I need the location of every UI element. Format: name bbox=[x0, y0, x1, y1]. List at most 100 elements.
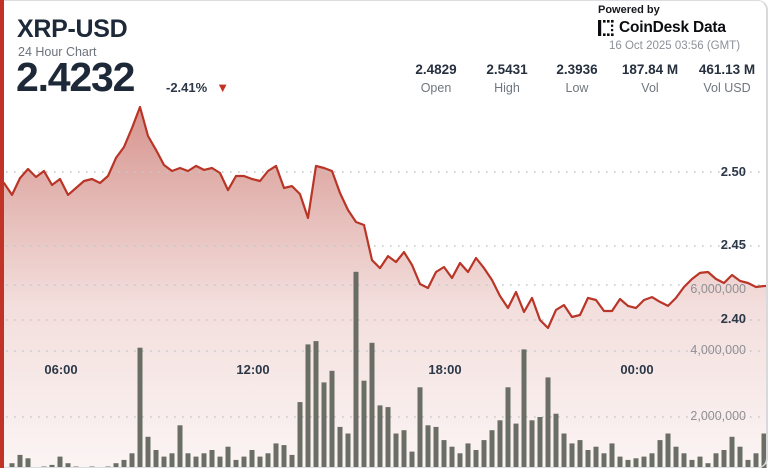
volume-bar[interactable] bbox=[689, 459, 695, 468]
volume-bar[interactable] bbox=[345, 433, 351, 468]
volume-bar[interactable] bbox=[425, 425, 431, 468]
volume-bar[interactable] bbox=[553, 413, 559, 468]
volume-bar[interactable] bbox=[169, 453, 175, 468]
volume-bar[interactable] bbox=[113, 463, 119, 468]
instrument-symbol: XRP-USD bbox=[17, 15, 128, 43]
volume-bar[interactable] bbox=[217, 456, 223, 468]
volume-bar[interactable] bbox=[385, 407, 391, 468]
volume-bar[interactable] bbox=[737, 446, 743, 468]
volume-bar[interactable] bbox=[121, 459, 127, 468]
volume-bar[interactable] bbox=[337, 426, 343, 468]
volume-bar[interactable] bbox=[193, 456, 199, 468]
volume-bar[interactable] bbox=[489, 430, 495, 468]
volume-bar[interactable] bbox=[641, 456, 647, 468]
volume-bar[interactable] bbox=[513, 423, 519, 468]
volume-bar[interactable] bbox=[417, 387, 423, 468]
volume-bar[interactable] bbox=[49, 464, 55, 468]
volume-bar[interactable] bbox=[745, 459, 751, 468]
volume-bar[interactable] bbox=[577, 440, 583, 468]
volume-bar[interactable] bbox=[729, 436, 735, 468]
volume-bar[interactable] bbox=[593, 446, 599, 468]
volume-bar[interactable] bbox=[449, 446, 455, 468]
brand-name: CoinDesk Data bbox=[619, 19, 726, 36]
time-tick-1800: 18:00 bbox=[428, 362, 462, 377]
volume-bar[interactable] bbox=[625, 459, 631, 468]
volume-bar[interactable] bbox=[329, 370, 335, 468]
volume-bar[interactable] bbox=[9, 463, 15, 468]
volume-bar[interactable] bbox=[545, 377, 551, 468]
coindesk-data-logo[interactable]: CoinDesk Data bbox=[598, 19, 740, 37]
volume-bar[interactable] bbox=[649, 453, 655, 468]
volume-bar[interactable] bbox=[377, 405, 383, 468]
volume-bar[interactable] bbox=[225, 446, 231, 468]
volume-bar[interactable] bbox=[601, 453, 607, 468]
volume-bar[interactable] bbox=[585, 450, 591, 468]
volume-bar[interactable] bbox=[257, 456, 263, 468]
volume-bar[interactable] bbox=[401, 430, 407, 468]
volume-bar[interactable] bbox=[241, 456, 247, 468]
volume-bar[interactable] bbox=[57, 456, 63, 468]
volume-bar[interactable] bbox=[305, 344, 311, 468]
volume-bar[interactable] bbox=[177, 425, 183, 468]
volume-bar[interactable] bbox=[153, 450, 159, 468]
stat-open: 2.4829 Open bbox=[415, 62, 456, 95]
attribution-block: Powered by CoinDesk Data 16 Oct 2025 03:… bbox=[598, 4, 740, 52]
volume-bar[interactable] bbox=[569, 443, 575, 468]
volume-bar[interactable] bbox=[145, 436, 151, 468]
volume-bar[interactable] bbox=[665, 433, 671, 468]
volume-bar[interactable] bbox=[505, 387, 511, 468]
volume-bar[interactable] bbox=[441, 440, 447, 468]
volume-bar[interactable] bbox=[561, 433, 567, 468]
price-tick-2-40: 2.40 bbox=[720, 311, 746, 326]
volume-bar[interactable] bbox=[409, 451, 415, 468]
volume-bar[interactable] bbox=[249, 450, 255, 468]
volume-bar[interactable] bbox=[201, 453, 207, 468]
volume-bar[interactable] bbox=[233, 459, 239, 468]
volume-bar[interactable] bbox=[465, 443, 471, 468]
volume-bar[interactable] bbox=[25, 458, 31, 468]
volume-bar[interactable] bbox=[265, 453, 271, 468]
stat-low: 2.3936 Low bbox=[556, 62, 597, 95]
volume-bar[interactable] bbox=[673, 446, 679, 468]
volume-bar[interactable] bbox=[497, 420, 503, 468]
stat-low-label: Low bbox=[565, 81, 589, 95]
volume-bar[interactable] bbox=[433, 426, 439, 468]
volume-bar[interactable] bbox=[609, 443, 615, 468]
volume-bar[interactable] bbox=[273, 443, 279, 468]
volume-bar[interactable] bbox=[353, 271, 359, 468]
volume-bar[interactable] bbox=[17, 454, 23, 468]
volume-tick-6m: 6,000,000 bbox=[690, 282, 746, 296]
volume-bar[interactable] bbox=[633, 458, 639, 468]
volume-bar[interactable] bbox=[457, 453, 463, 468]
volume-bar[interactable] bbox=[281, 445, 287, 468]
volume-bar[interactable] bbox=[705, 463, 711, 468]
volume-bar[interactable] bbox=[369, 342, 375, 468]
volume-bar[interactable] bbox=[529, 420, 535, 468]
volume-bar[interactable] bbox=[129, 453, 135, 468]
volume-bar[interactable] bbox=[161, 456, 167, 468]
volume-bar[interactable] bbox=[713, 453, 719, 468]
volume-bar[interactable] bbox=[473, 450, 479, 468]
volume-bar[interactable] bbox=[521, 349, 527, 468]
volume-bar[interactable] bbox=[393, 433, 399, 468]
volume-bar[interactable] bbox=[761, 433, 767, 468]
volume-bar[interactable] bbox=[537, 417, 543, 468]
volume-bar[interactable] bbox=[481, 440, 487, 468]
volume-bar[interactable] bbox=[313, 341, 319, 468]
volume-bar[interactable] bbox=[185, 453, 191, 468]
volume-bar[interactable] bbox=[209, 450, 215, 468]
volume-bar[interactable] bbox=[753, 453, 759, 468]
volume-bar[interactable] bbox=[289, 454, 295, 468]
volume-bar[interactable] bbox=[65, 463, 71, 468]
volume-bar[interactable] bbox=[321, 382, 327, 468]
volume-bar[interactable] bbox=[361, 380, 367, 468]
volume-bar[interactable] bbox=[697, 456, 703, 468]
volume-bar[interactable] bbox=[657, 440, 663, 468]
volume-bar[interactable] bbox=[617, 456, 623, 468]
volume-bar[interactable] bbox=[137, 347, 143, 468]
volume-bar[interactable] bbox=[297, 402, 303, 468]
volume-bar[interactable] bbox=[681, 453, 687, 468]
chart-timestamp: 16 Oct 2025 03:56 (GMT) bbox=[609, 40, 741, 52]
volume-bar[interactable] bbox=[721, 450, 727, 468]
